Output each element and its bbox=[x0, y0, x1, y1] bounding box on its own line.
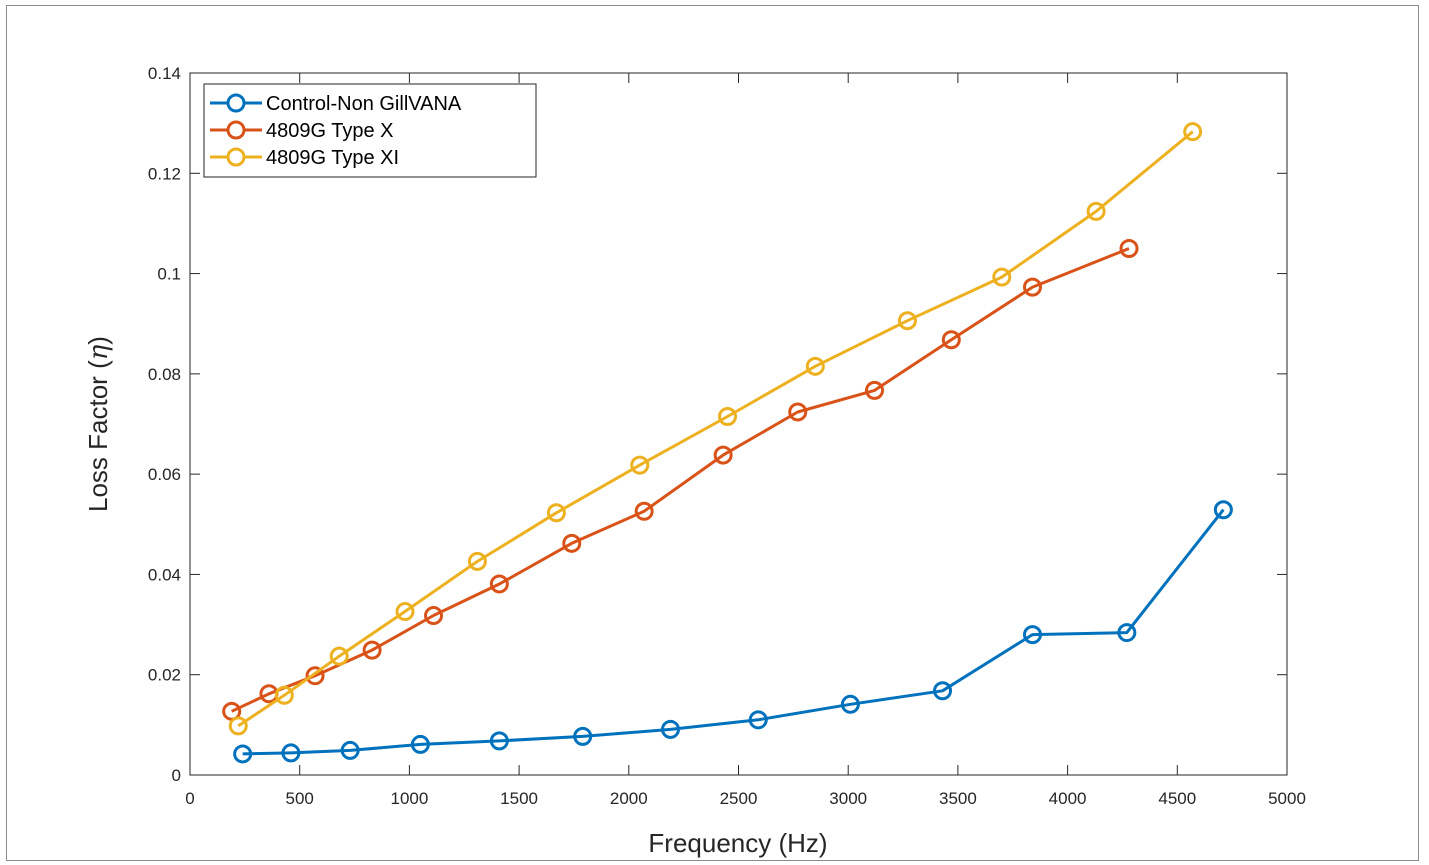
y-tick-label: 0 bbox=[172, 766, 181, 785]
data-point bbox=[630, 455, 650, 475]
data-point bbox=[395, 602, 415, 622]
series-line bbox=[242, 508, 1225, 756]
x-tick-label: 4500 bbox=[1158, 789, 1196, 808]
legend-swatch-marker bbox=[226, 93, 246, 113]
x-tick-label: 1500 bbox=[500, 789, 538, 808]
y-axis-label: Loss Factor (η) bbox=[83, 336, 114, 512]
data-point bbox=[340, 740, 360, 760]
legend-label: 4809G Type X bbox=[266, 120, 394, 142]
y-tick-label: 0.1 bbox=[157, 265, 181, 284]
data-point bbox=[329, 646, 349, 666]
data-point bbox=[233, 744, 253, 764]
data-point bbox=[897, 311, 917, 331]
data-point bbox=[1119, 239, 1139, 258]
series-line bbox=[237, 130, 1194, 728]
data-point bbox=[1213, 500, 1233, 520]
data-point bbox=[1022, 277, 1042, 297]
x-tick-label: 0 bbox=[185, 789, 194, 808]
x-tick-label: 3000 bbox=[829, 789, 867, 808]
y-axis-label-symbol: η bbox=[84, 344, 114, 360]
legend-item: 4809G Type XI bbox=[210, 147, 399, 169]
data-point bbox=[840, 694, 860, 714]
data-point bbox=[788, 402, 808, 422]
x-tick-label: 4000 bbox=[1049, 789, 1087, 808]
y-axis-label-main: Loss Factor ( bbox=[83, 360, 113, 512]
series-line bbox=[231, 247, 1130, 713]
y-axis-label-close: ) bbox=[83, 336, 113, 345]
data-point bbox=[933, 681, 953, 701]
legend-swatch-marker bbox=[226, 120, 246, 140]
y-tick-label: 0.06 bbox=[148, 465, 181, 484]
x-axis-label: Frequency (Hz) bbox=[648, 828, 827, 858]
y-tick-label: 0.12 bbox=[148, 164, 181, 183]
data-point bbox=[1086, 201, 1106, 221]
data-point bbox=[713, 445, 733, 465]
x-axis-ticks: 0 500 1000 1500 2000 2500 3000 3500 4000 4500 5000 bbox=[185, 73, 1306, 808]
legend-swatch-marker bbox=[226, 147, 246, 167]
data-point bbox=[228, 716, 248, 736]
series-1 bbox=[233, 500, 1233, 764]
series-3 bbox=[228, 122, 1203, 736]
data-point bbox=[281, 743, 301, 763]
x-tick-label: 2000 bbox=[610, 789, 648, 808]
legend-item: Control-Non GillVANA bbox=[210, 93, 462, 115]
data-point bbox=[489, 574, 509, 594]
data-point bbox=[865, 380, 885, 400]
data-point bbox=[941, 330, 961, 350]
data-point bbox=[573, 726, 593, 746]
legend-label: Control-Non GillVANA bbox=[266, 93, 462, 115]
data-point bbox=[562, 533, 582, 553]
series-2 bbox=[222, 239, 1139, 721]
data-point bbox=[546, 503, 566, 523]
y-tick-label: 0.04 bbox=[148, 565, 181, 584]
plot-area bbox=[189, 72, 1288, 776]
data-point bbox=[489, 731, 509, 751]
data-point bbox=[748, 710, 768, 730]
series-group bbox=[222, 122, 1233, 764]
y-tick-label: 0.08 bbox=[148, 365, 181, 384]
legend-item: 4809G Type X bbox=[210, 120, 394, 142]
data-point bbox=[992, 267, 1012, 287]
data-point bbox=[305, 666, 325, 686]
figure-frame bbox=[6, 5, 1419, 861]
data-point bbox=[424, 606, 444, 626]
y-axis-ticks: 0 0.02 0.04 0.06 0.08 0.1 0.12 0.14 bbox=[148, 64, 1287, 785]
data-point bbox=[660, 719, 680, 739]
legend: Control-Non GillVANA 4809G Type X 4809G Ty… bbox=[203, 83, 537, 178]
x-tick-label: 5000 bbox=[1268, 789, 1306, 808]
data-point bbox=[467, 551, 487, 571]
y-tick-label: 0.02 bbox=[148, 666, 181, 685]
data-point bbox=[362, 640, 382, 660]
legend-label: 4809G Type XI bbox=[266, 147, 399, 169]
data-point bbox=[1117, 623, 1137, 643]
y-tick-label: 0.14 bbox=[148, 64, 181, 83]
data-point bbox=[1183, 122, 1203, 142]
x-tick-label: 3500 bbox=[939, 789, 977, 808]
data-point bbox=[634, 501, 654, 521]
data-point bbox=[805, 356, 825, 376]
data-point bbox=[410, 734, 430, 754]
data-point bbox=[1022, 625, 1042, 645]
data-point bbox=[274, 685, 294, 705]
data-point bbox=[718, 406, 738, 426]
x-tick-label: 500 bbox=[286, 789, 314, 808]
x-tick-label: 1000 bbox=[390, 789, 428, 808]
x-tick-label: 2500 bbox=[720, 789, 758, 808]
